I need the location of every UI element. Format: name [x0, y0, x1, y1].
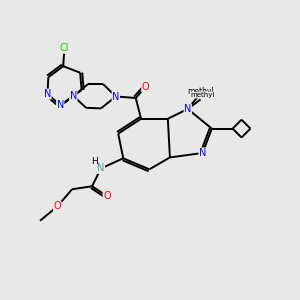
Text: N: N [57, 100, 64, 110]
Text: N: N [112, 92, 119, 101]
Text: O: O [142, 82, 149, 92]
Text: methyl: methyl [191, 92, 215, 98]
Text: O: O [103, 191, 111, 201]
Text: N: N [70, 91, 77, 101]
Text: N: N [97, 164, 105, 173]
Text: N: N [44, 89, 51, 99]
Text: H: H [91, 158, 98, 166]
Text: methyl: methyl [188, 87, 214, 96]
Text: N: N [199, 148, 206, 158]
Text: N: N [184, 104, 191, 114]
Text: O: O [53, 202, 61, 212]
Text: Cl: Cl [60, 44, 69, 53]
